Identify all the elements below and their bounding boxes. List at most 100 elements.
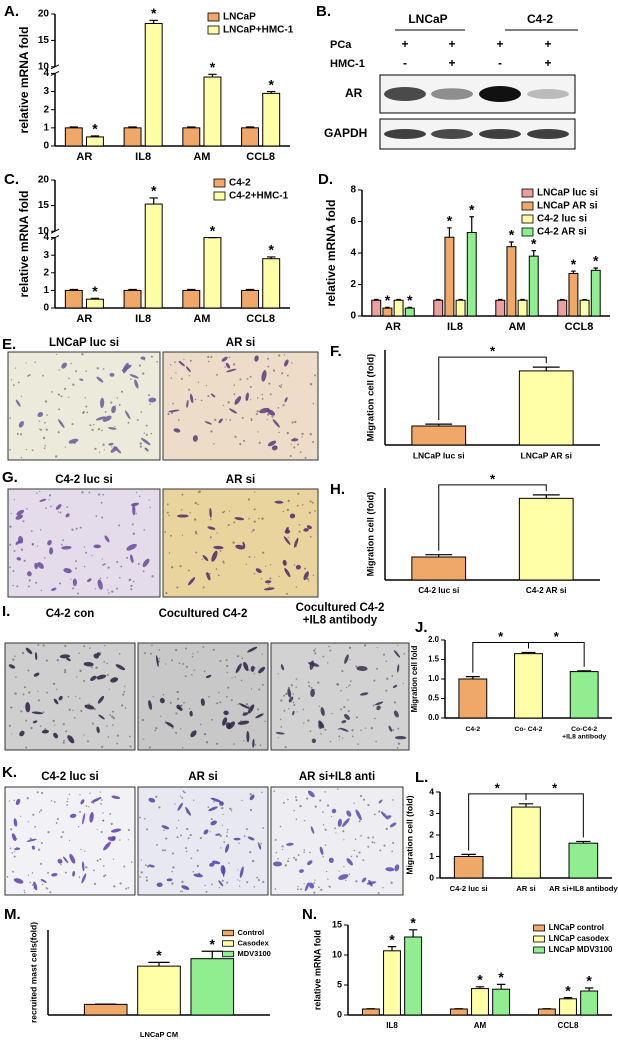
cell (49, 547, 54, 555)
particle (232, 541, 235, 544)
cell (66, 657, 71, 662)
particle (37, 848, 41, 851)
panel-label: C. (4, 171, 19, 188)
significance-label: * (410, 915, 416, 931)
x-tick-label: IL8 (447, 321, 463, 333)
cell (132, 503, 136, 516)
cell (344, 654, 349, 664)
particle (114, 425, 116, 428)
x-tick-label: C4-2 luc si (450, 884, 488, 893)
particle (20, 433, 23, 436)
particle (111, 590, 114, 593)
particle (102, 819, 105, 822)
particle (295, 818, 298, 821)
particle (29, 881, 31, 884)
particle (182, 662, 185, 665)
bar (64, 289, 83, 309)
cell (11, 833, 17, 842)
y-axis-label: Migration cell (fold) (404, 795, 414, 874)
particle (249, 385, 252, 388)
particle (402, 682, 404, 685)
x-tick-label: AM (193, 151, 210, 163)
particle (58, 369, 60, 371)
particle (293, 704, 296, 707)
cell (142, 558, 150, 568)
particle (257, 842, 259, 844)
particle (172, 402, 174, 405)
particle (42, 374, 44, 377)
particle (213, 443, 215, 445)
bar (590, 269, 601, 317)
particle (9, 525, 12, 528)
cell (346, 858, 353, 866)
particle (71, 423, 74, 426)
cell (109, 372, 115, 377)
particle (48, 499, 50, 501)
y-tick-label: 2.0 (428, 635, 440, 644)
particle (143, 529, 145, 531)
particle (343, 706, 346, 709)
particle (143, 817, 146, 820)
particle (20, 395, 23, 397)
bar (518, 497, 574, 581)
particle (101, 745, 104, 748)
bar (511, 806, 541, 879)
particle (291, 421, 294, 424)
bar (203, 237, 222, 309)
particle (278, 431, 280, 434)
bar (371, 299, 382, 317)
particle (13, 498, 16, 501)
cell (14, 847, 21, 851)
cell (303, 528, 309, 532)
particle (314, 652, 317, 655)
particle (347, 685, 350, 687)
particle (111, 715, 114, 718)
cell (108, 442, 114, 446)
particle (191, 656, 194, 658)
cell (84, 704, 95, 710)
cell (247, 836, 255, 841)
particle (77, 826, 80, 828)
particle (301, 432, 304, 436)
error-bar (374, 298, 379, 301)
particle (71, 528, 74, 531)
particle (261, 653, 263, 655)
significance-label: * (447, 213, 453, 229)
cell (15, 798, 21, 806)
cell (145, 447, 149, 452)
particle (130, 588, 133, 591)
particle (94, 447, 97, 450)
cell (115, 664, 126, 671)
particle (77, 592, 80, 595)
particle (48, 494, 52, 497)
particle (253, 508, 256, 511)
particle (197, 381, 200, 383)
cell (291, 438, 299, 442)
x-tick-label: AR si (516, 884, 535, 893)
particle (101, 429, 103, 432)
y-tick-label: 15 (332, 919, 342, 929)
error-bar (498, 298, 503, 301)
cell (213, 545, 224, 550)
cell (61, 362, 67, 369)
particle (20, 548, 24, 551)
caption: C4-2 luc si (41, 771, 99, 783)
sign: - (498, 56, 502, 70)
particle (248, 555, 251, 558)
particle (189, 833, 192, 837)
bar (85, 136, 104, 147)
particle (214, 418, 217, 422)
particle (99, 858, 102, 861)
cell (206, 572, 211, 581)
particle (222, 560, 225, 563)
particle (249, 793, 252, 796)
particle (226, 671, 228, 674)
particle (38, 811, 41, 813)
significance-label: * (565, 982, 571, 998)
particle (262, 880, 265, 884)
particle (125, 887, 128, 890)
particle (207, 355, 210, 359)
particle (326, 804, 330, 807)
cell (67, 735, 75, 744)
legend-label: C4-2 (229, 178, 251, 189)
